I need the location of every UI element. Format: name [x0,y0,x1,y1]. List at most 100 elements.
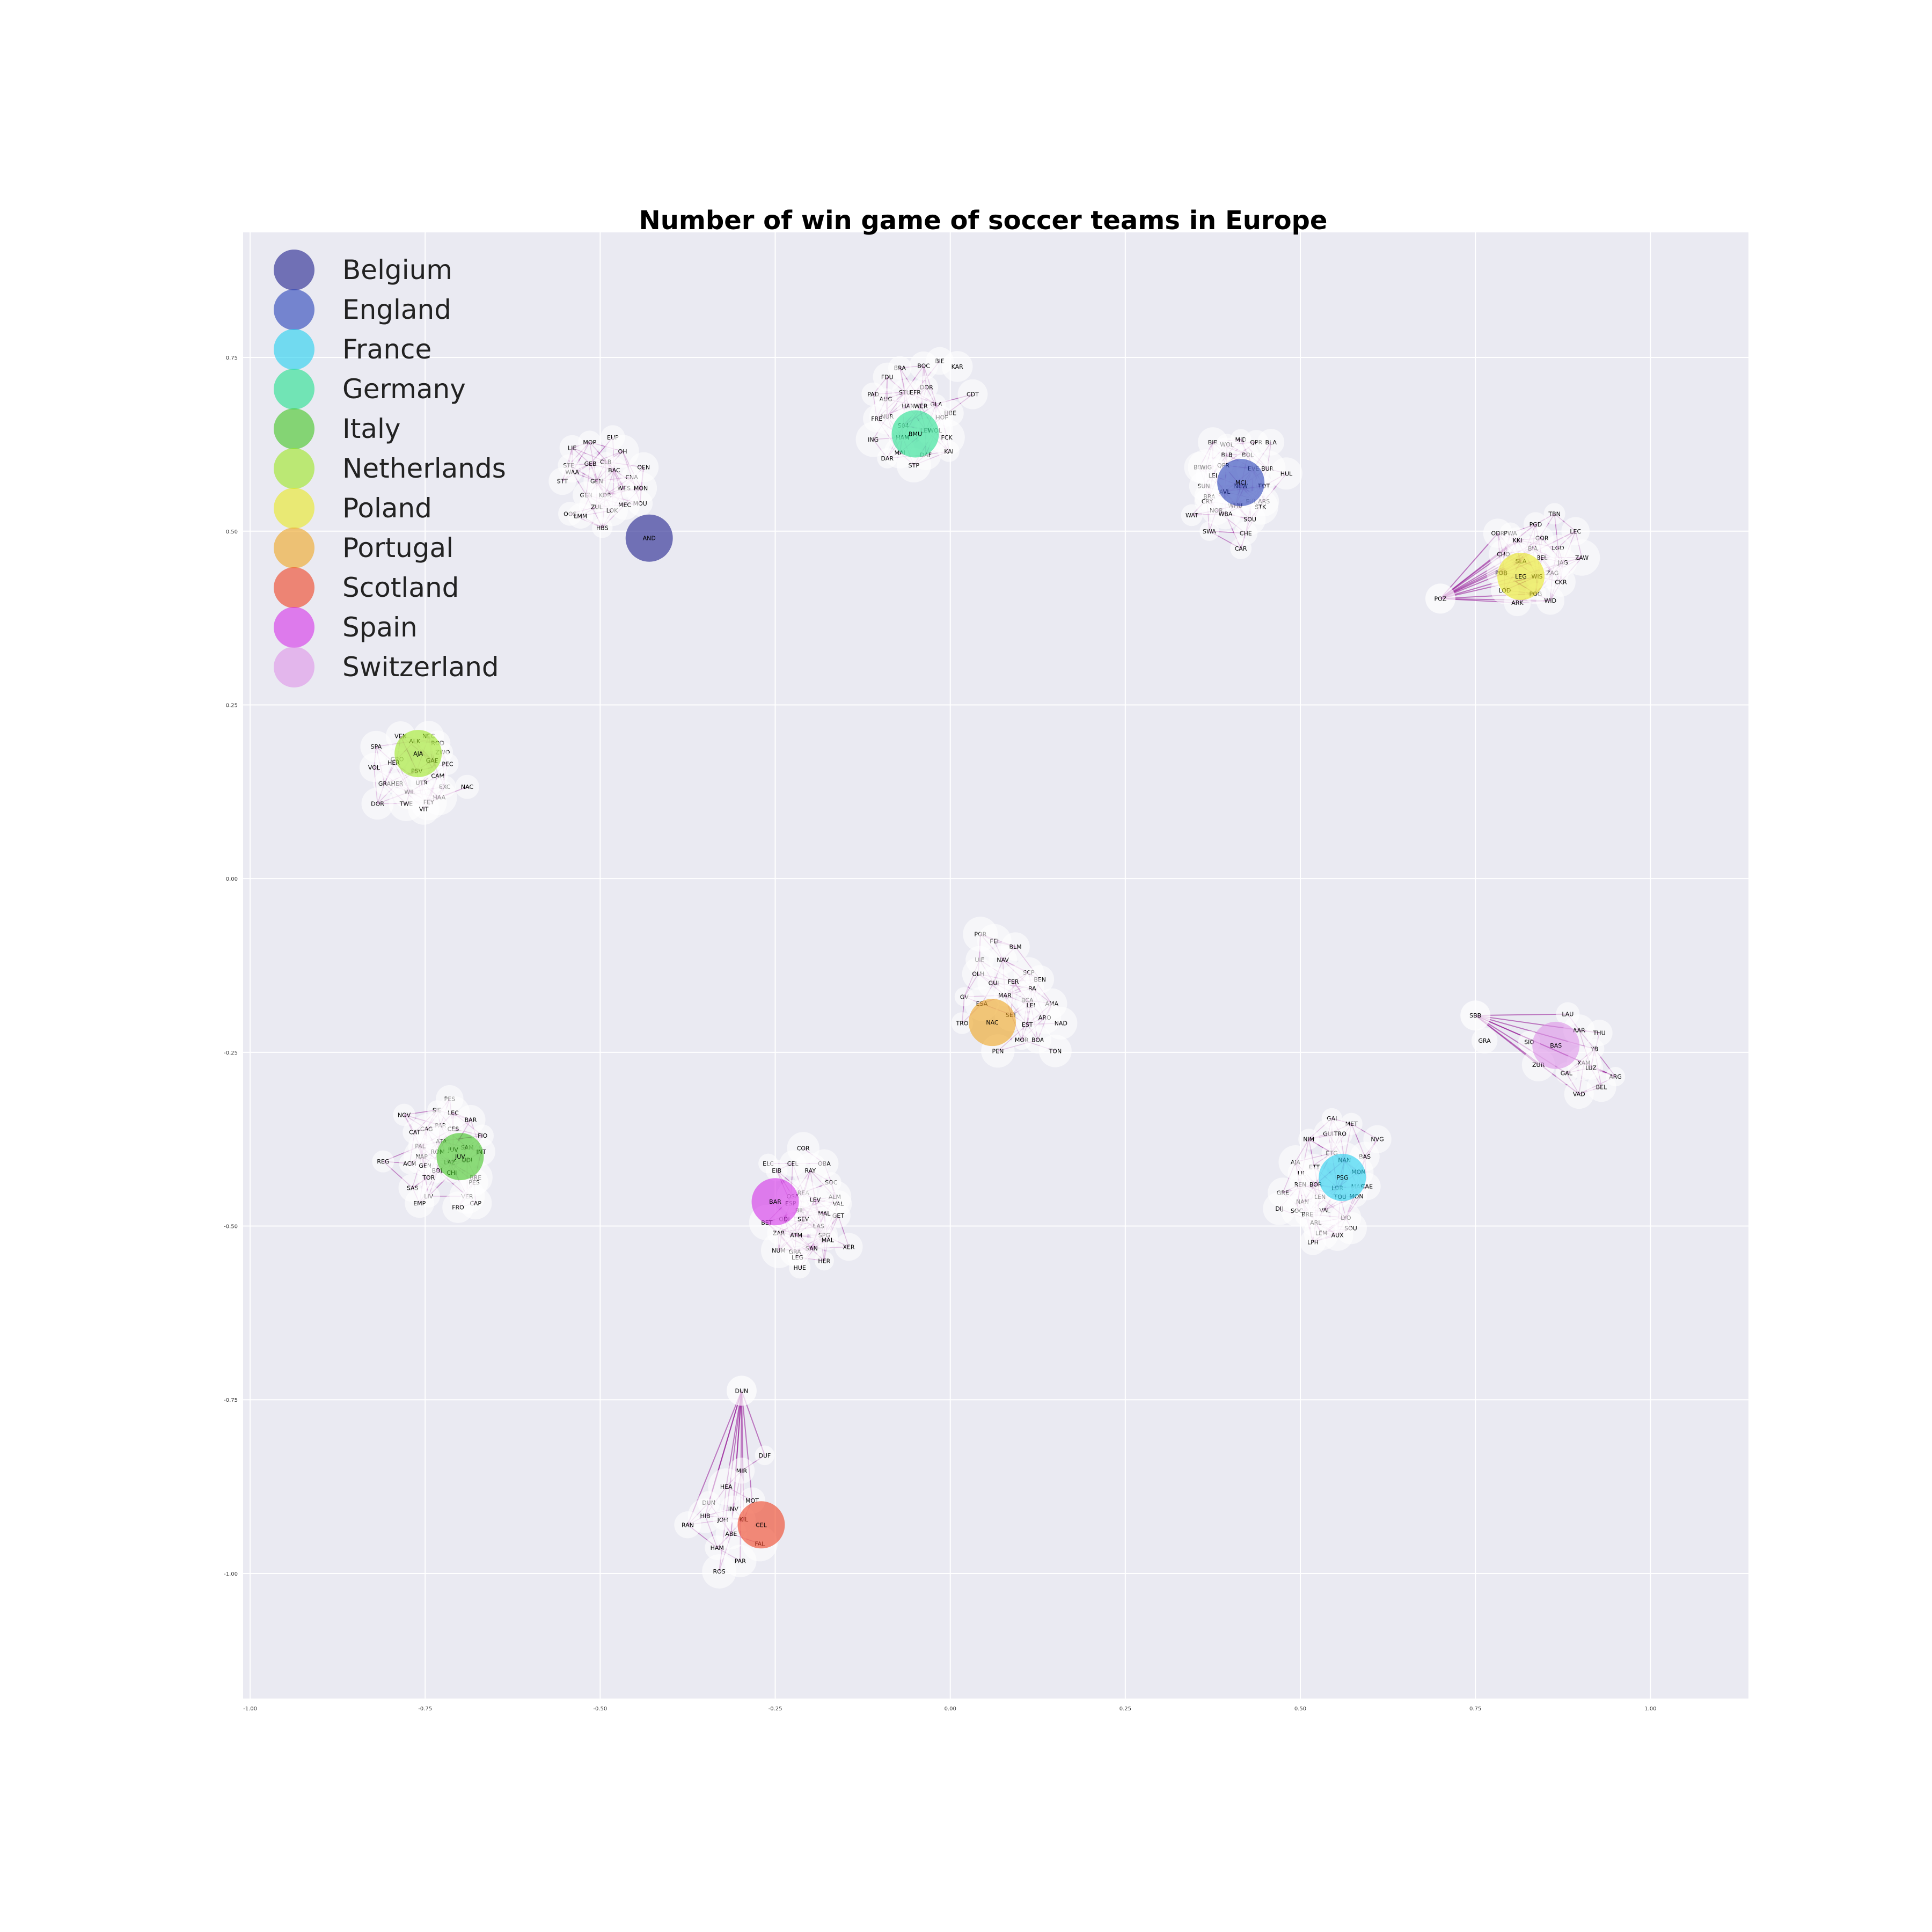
legend-label: England [342,294,451,325]
legend-marker [274,289,314,330]
team-node [361,787,394,820]
team-node [1230,538,1252,560]
x-tick-label: 0.50 [1294,1706,1306,1712]
team-label: NAV [997,957,1009,964]
x-tick-label: -1.00 [243,1706,257,1712]
team-node [909,351,938,380]
x-tick-label: -0.25 [769,1706,782,1712]
team-node [1425,583,1455,614]
y-tick-label: 0.00 [226,876,238,882]
country-hub-node [1532,1021,1580,1069]
edge [741,1391,753,1501]
team-node [609,489,640,520]
country-hub-node [1217,459,1265,507]
team-node [1210,498,1241,530]
team-label: DUN [735,1387,749,1394]
team-label: HAM [711,1545,724,1552]
team-node [896,448,931,482]
team-label: NVG [1371,1136,1384,1143]
country-hub-node [394,730,442,778]
team-label: CHE [1240,530,1252,537]
team-label: WID [1544,597,1556,604]
legend-marker [274,488,314,529]
team-label: ABE [725,1531,737,1538]
legend-marker [274,647,314,687]
team-label: TON [1049,1048,1062,1055]
team-node [789,1257,811,1279]
legend-marker [274,528,314,568]
y-tick-label: -1.00 [224,1571,238,1577]
team-label: KKI [1513,537,1523,544]
team-label: ARK [1511,599,1524,606]
team-node [726,1375,757,1406]
team-label: BAR [769,1198,781,1205]
team-label: FEI [990,938,999,945]
team-label: SEV [797,1216,809,1223]
team-node [405,1188,435,1218]
legend: Belgium England France Germany Italy Netherla… [274,250,506,687]
team-label: PSG [1336,1174,1348,1181]
team-label: EFR [910,389,921,396]
team-label: HIB [700,1512,711,1519]
team-node [1038,1034,1072,1067]
team-label: OEN [637,464,650,471]
team-label: ACM [403,1160,416,1167]
team-label: CAR [1235,545,1247,552]
y-tick-label: 0.75 [226,355,238,361]
team-label: BOC [917,363,930,370]
team-label: RAY [804,1167,816,1174]
x-tick-label: 0.00 [945,1706,956,1712]
team-label: LEC [1570,528,1581,535]
team-node [1257,429,1285,456]
team-node [393,1103,415,1126]
team-node [1561,517,1590,546]
team-label: LMM [574,513,587,519]
team-label: REG [377,1158,389,1165]
legend-label: Portugal [342,532,453,564]
team-node [408,793,440,825]
team-label: AND [643,535,656,542]
team-label: THU [1593,1030,1606,1037]
legend-label: Switzerland [342,652,499,683]
team-label: DOR [371,800,384,807]
team-label: HER [818,1257,830,1264]
team-label: LEG [1515,573,1527,580]
team-label: MON [634,485,648,492]
team-label: AAR [1573,1027,1585,1034]
team-label: NAC [986,1019,999,1026]
x-tick-label: -0.50 [593,1706,607,1712]
team-label: BMU [909,430,922,437]
team-label: AJA [413,750,423,757]
team-node [674,1511,701,1539]
team-node [702,1554,737,1589]
team-label: EMP [413,1200,426,1207]
y-tick-label: 0.50 [226,529,238,535]
team-label: KAR [952,363,964,370]
team-node [765,1159,788,1182]
team-label: VIT [419,806,429,813]
team-label: MAL [822,1236,835,1243]
team-label: GEB [584,460,597,467]
team-node [855,422,891,457]
team-label: SOU [1243,516,1256,523]
edge [1475,1013,1568,1016]
team-label: LIE [568,444,576,451]
y-axis-ticks: 0.75 0.50 0.25 0.00 -0.25 -0.50 -0.75 -1.00 [224,355,238,1577]
team-node [372,1150,394,1173]
team-label: NAC [461,784,474,791]
team-node [755,1445,775,1466]
grid-lines [243,232,1748,1699]
x-axis-ticks: -1.00 -0.75 -0.50 -0.25 0.00 0.25 0.50 0.75 1.00 [243,1706,1656,1712]
team-label: TRO [955,1020,968,1027]
team-label: NOV [398,1111,411,1118]
legend-marker [274,448,314,489]
team-node [1270,457,1302,490]
team-label: HUL [1280,470,1293,477]
y-tick-label: -0.50 [224,1224,238,1230]
team-label: MOP [583,439,596,446]
team-label: CDT [967,391,979,398]
team-node [941,351,973,382]
team-label: FDU [881,374,894,380]
team-label: FCK [941,434,953,441]
